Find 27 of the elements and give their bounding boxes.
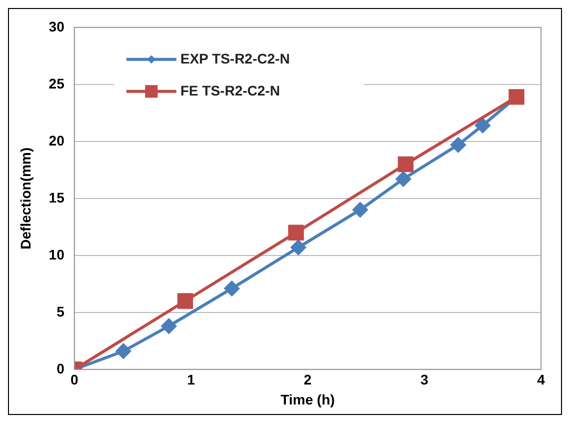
y-tick-label: 10	[48, 246, 65, 262]
x-tick-label: 2	[304, 372, 312, 388]
y-tick-label: 0	[56, 360, 65, 376]
x-tick-label: 4	[537, 372, 546, 388]
point	[161, 318, 176, 334]
point	[352, 202, 368, 218]
point	[290, 240, 306, 255]
point	[224, 280, 240, 296]
point	[288, 224, 304, 240]
y-tick-label: 25	[48, 75, 65, 92]
y-tick-label: 20	[48, 132, 65, 148]
x-tick-label: 3	[420, 372, 428, 388]
x-tick-label: 0	[70, 372, 78, 388]
point	[398, 156, 414, 172]
point	[396, 172, 411, 187]
y-tick-label: 5	[56, 303, 65, 320]
legend-label: FE TS-R2-C2-N	[180, 82, 280, 98]
legend-label: EXP TS-R2-C2-N	[180, 50, 290, 66]
point	[475, 118, 490, 133]
point	[450, 137, 466, 152]
point	[177, 293, 194, 309]
y-axis-title: Deflection(mm)	[17, 147, 34, 250]
x-tick-label: 1	[187, 372, 196, 388]
point	[116, 344, 131, 359]
y-tick-label: 30	[48, 18, 65, 34]
y-tick-label: 15	[48, 189, 65, 206]
x-axis-title: Time (h)	[280, 391, 335, 408]
